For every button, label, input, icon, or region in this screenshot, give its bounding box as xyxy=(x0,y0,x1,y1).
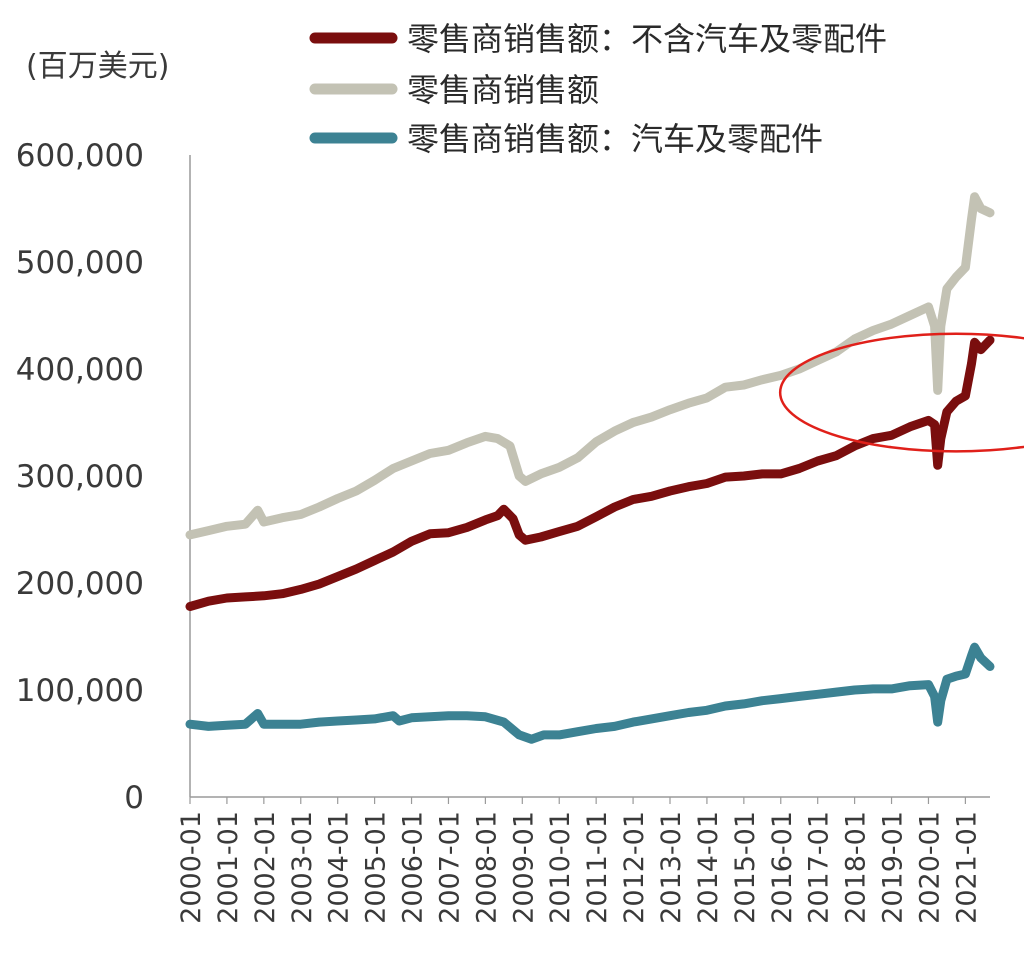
series-line xyxy=(185,642,995,744)
x-tick-label: 2011-01 xyxy=(582,811,613,924)
x-tick-label: 2003-01 xyxy=(287,811,318,924)
y-tick-label: 200,000 xyxy=(16,566,144,602)
x-tick-label: 2002-01 xyxy=(250,811,281,924)
x-tick-label: 2009-01 xyxy=(508,811,539,924)
x-tick-label: 2010-01 xyxy=(545,811,576,924)
unit-label: (百万美元) xyxy=(26,49,169,84)
y-tick-label: 100,000 xyxy=(16,673,144,709)
x-tick-label: 2008-01 xyxy=(471,811,502,924)
x-tick-label: 2017-01 xyxy=(804,811,835,924)
x-tick-label: 2005-01 xyxy=(361,811,392,924)
x-tick-label: 2019-01 xyxy=(878,811,909,924)
x-tick-label: 2001-01 xyxy=(213,811,244,924)
x-tick-label: 2006-01 xyxy=(398,811,429,924)
series-line xyxy=(185,192,995,540)
y-tick-label: 300,000 xyxy=(16,459,144,495)
legend-entry: 零售商销售额：汽车及零配件 xyxy=(407,120,823,158)
x-tick-label: 2014-01 xyxy=(693,811,724,924)
x-tick-label: 2013-01 xyxy=(656,811,687,924)
x-tick-label: 2020-01 xyxy=(914,811,945,924)
x-tick-label: 2004-01 xyxy=(324,811,355,924)
x-tick-label: 2015-01 xyxy=(730,811,761,924)
y-tick-label: 400,000 xyxy=(16,352,144,388)
highlight-annotation xyxy=(778,332,1024,453)
x-tick-label: 2012-01 xyxy=(619,811,650,924)
x-axis: 2000-01 2001-01 2002-01 2003-01 2004-01 2005-… xyxy=(176,796,990,924)
x-tick-label: 2018-01 xyxy=(841,811,872,924)
x-tick-label: 2016-01 xyxy=(767,811,798,924)
legend-entry: 零售商销售额 xyxy=(407,71,599,109)
y-tick-label: 500,000 xyxy=(16,245,144,281)
legend-entry: 零售商销售额：不含汽车及零配件 xyxy=(407,20,887,58)
highlight-ellipse xyxy=(778,332,1024,453)
x-tick-label: 2007-01 xyxy=(434,811,465,924)
y-axis: 0 100,000 200,000 300,000 400,000 500,000 600,… xyxy=(16,138,191,816)
x-tick-label: 2000-01 xyxy=(176,811,207,924)
y-tick-label: 0 xyxy=(124,780,144,816)
series-lines xyxy=(185,192,995,744)
x-tick-label: 2021-01 xyxy=(951,811,982,924)
series-line xyxy=(185,335,995,611)
y-tick-label: 600,000 xyxy=(16,138,144,174)
